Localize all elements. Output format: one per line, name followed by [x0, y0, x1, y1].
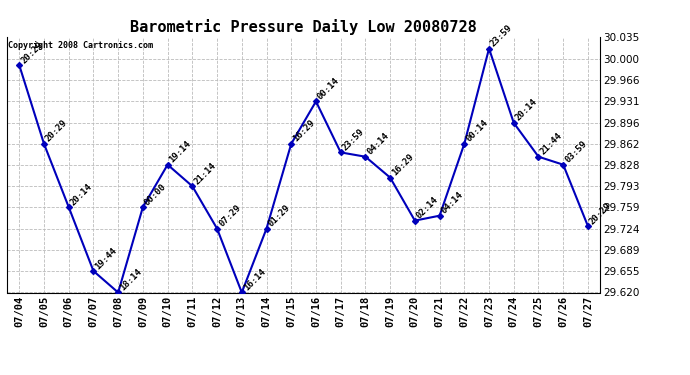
Text: 20:29: 20:29 [19, 40, 45, 65]
Text: 01:29: 01:29 [266, 203, 292, 229]
Text: 03:59: 03:59 [563, 140, 589, 165]
Text: 02:14: 02:14 [415, 195, 440, 220]
Text: 16:14: 16:14 [241, 267, 267, 292]
Text: 21:14: 21:14 [193, 161, 218, 186]
Text: 07:29: 07:29 [217, 203, 242, 229]
Text: 16:29: 16:29 [291, 118, 317, 144]
Text: 20:29: 20:29 [44, 118, 70, 144]
Text: 20:14: 20:14 [514, 98, 539, 123]
Text: 23:59: 23:59 [341, 127, 366, 152]
Text: 20:14: 20:14 [69, 182, 94, 207]
Text: 18:14: 18:14 [118, 267, 144, 292]
Text: 00:14: 00:14 [316, 76, 342, 101]
Text: 23:59: 23:59 [489, 23, 515, 48]
Text: 21:44: 21:44 [538, 131, 564, 157]
Text: 16:29: 16:29 [390, 152, 415, 178]
Text: 19:44: 19:44 [93, 246, 119, 271]
Title: Barometric Pressure Daily Low 20080728: Barometric Pressure Daily Low 20080728 [130, 19, 477, 35]
Text: 19:14: 19:14 [168, 140, 193, 165]
Text: 20:29: 20:29 [588, 201, 613, 226]
Text: 04:14: 04:14 [440, 190, 465, 216]
Text: 00:00: 00:00 [143, 182, 168, 207]
Text: Copyright 2008 Cartronics.com: Copyright 2008 Cartronics.com [8, 41, 153, 50]
Text: 04:14: 04:14 [366, 131, 391, 157]
Text: 00:14: 00:14 [464, 118, 490, 144]
